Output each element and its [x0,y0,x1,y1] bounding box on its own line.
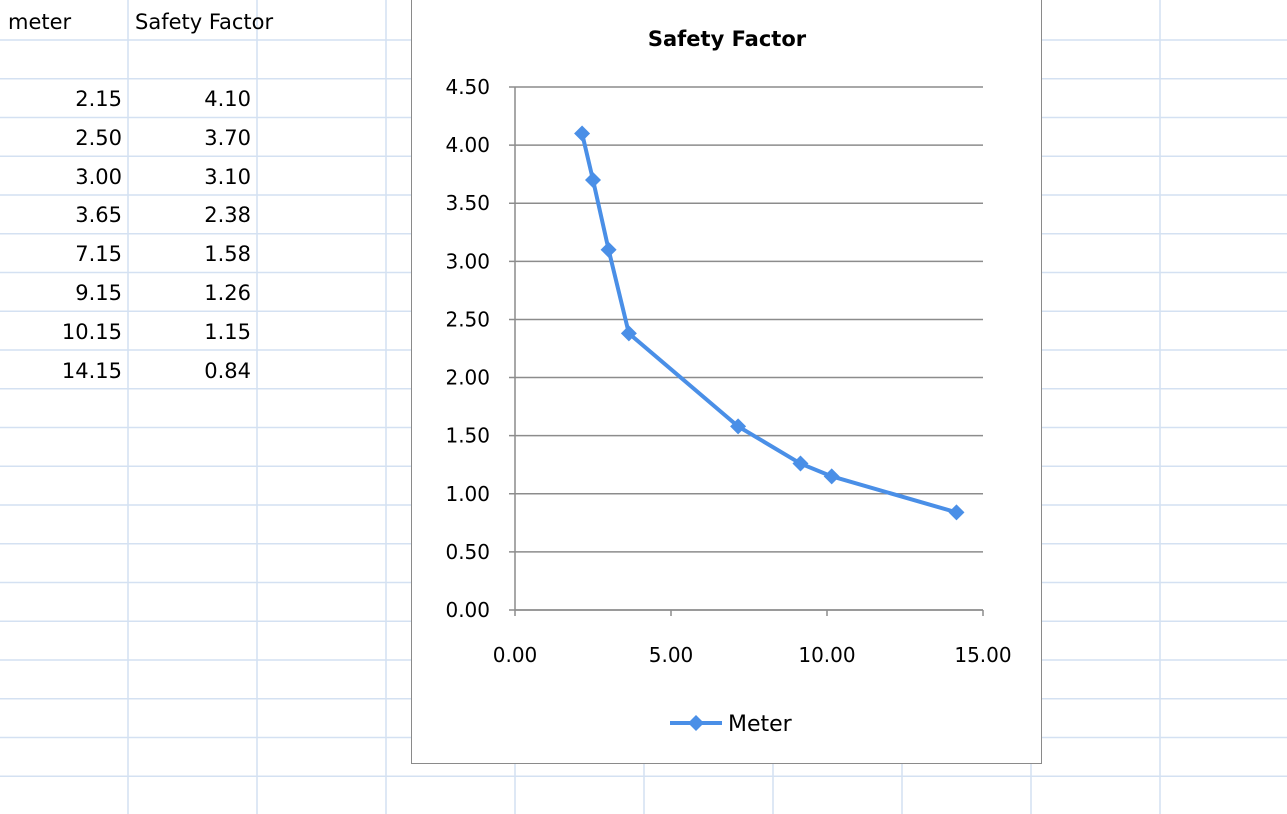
cell-safety-factor[interactable]: 1.15 [204,320,251,344]
y-tick-label: 4.50 [445,75,490,99]
cell-safety-factor[interactable]: 2.38 [204,203,251,227]
y-tick-label: 4.00 [445,133,490,157]
cell-safety-factor[interactable]: 1.58 [204,242,251,266]
header-cell-safety-factor[interactable]: Safety Factor [135,10,274,34]
cell-safety-factor[interactable]: 3.70 [204,126,251,150]
y-tick-label: 3.00 [445,249,490,273]
legend-marker-meter [688,715,704,731]
y-tick-label: 1.00 [445,482,490,506]
series-line-meter [580,133,958,515]
data-point-marker [948,504,965,521]
chart-title: Safety Factor [648,27,807,51]
data-point-marker [585,171,601,188]
cell-meter[interactable]: 14.15 [61,359,122,383]
data-point-marker [574,125,591,142]
data-point-marker [730,418,747,435]
cell-safety-factor[interactable]: 0.84 [204,359,251,383]
header-cell-meter[interactable]: meter [8,10,72,34]
y-tick-label: 1.50 [445,424,490,448]
cell-meter[interactable]: 2.50 [75,126,122,150]
y-tick-label: 0.00 [445,598,490,622]
line-chart: Safety Factor 0.00 0.50 1.00 1.50 2.00 2.50 3.0… [445,27,1011,737]
y-tick-label: 0.50 [445,540,490,564]
cell-safety-factor[interactable]: 3.10 [204,165,251,189]
data-point-marker [600,241,617,258]
data-point-marker [823,468,840,485]
data-point-marker [620,325,637,342]
legend-label-meter: Meter [728,712,793,737]
y-tick-label: 2.00 [445,366,490,390]
x-tick-label: 15.00 [954,643,1011,667]
cell-meter[interactable]: 3.00 [75,165,122,189]
x-tick-label: 10.00 [798,643,855,667]
y-tick-label: 2.50 [445,307,490,331]
cell-safety-factor[interactable]: 1.26 [204,281,251,305]
cell-meter[interactable]: 2.15 [75,87,122,111]
y-tick-label: 3.50 [445,191,490,215]
data-point-marker [792,455,809,472]
cell-safety-factor[interactable]: 4.10 [204,87,251,111]
cell-meter[interactable]: 3.65 [75,203,122,227]
chart-object[interactable]: Safety Factor 0.00 0.50 1.00 1.50 2.00 2.50 3.0… [411,0,1042,764]
cell-meter[interactable]: 9.15 [75,281,122,305]
x-tick-label: 5.00 [649,643,694,667]
cell-meter[interactable]: 7.15 [75,242,122,266]
x-tick-label: 0.00 [493,643,538,667]
cell-meter[interactable]: 10.15 [61,320,122,344]
